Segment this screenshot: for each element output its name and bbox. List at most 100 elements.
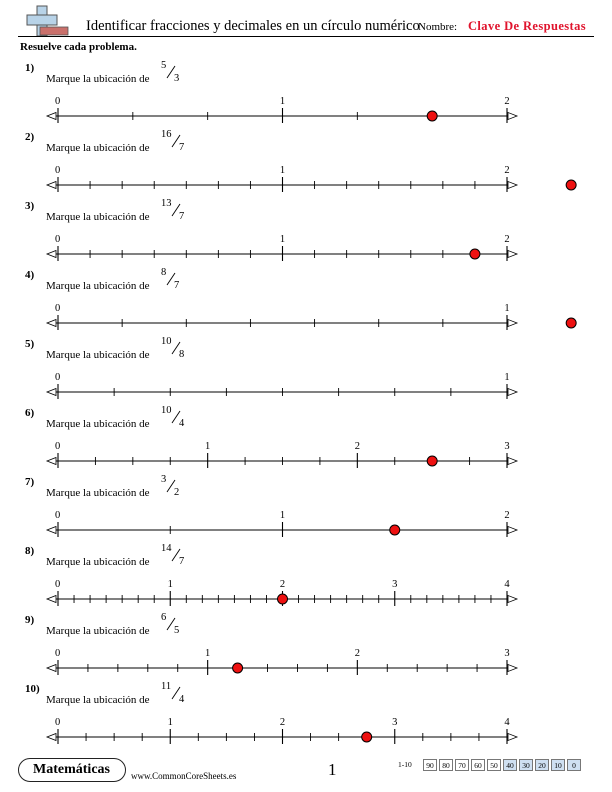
- number-line: 0 1 2 3 4: [45, 717, 519, 744]
- left-arrow-icon: [45, 318, 57, 328]
- subject-label: Matemáticas: [33, 762, 110, 777]
- tick-label: 2: [504, 165, 509, 176]
- right-arrow-icon: [507, 111, 519, 121]
- plus-logo-icon: [26, 5, 69, 37]
- tick-label: 4: [504, 717, 510, 728]
- right-arrow-icon: [507, 456, 519, 466]
- tick-label: 0: [55, 717, 60, 728]
- answer-marker: [565, 317, 577, 329]
- tick-label: 0: [55, 234, 60, 245]
- page-number: 1: [328, 760, 337, 779]
- tick-label: 1: [504, 303, 509, 314]
- right-arrow-icon: [507, 732, 519, 742]
- score-range-label: 1-10: [398, 760, 412, 769]
- tick-label: 0: [55, 372, 60, 383]
- fraction-numerator: 5: [161, 60, 167, 71]
- tick-label: 4: [504, 579, 510, 590]
- problem-number: 9): [25, 614, 35, 626]
- tick-label: 2: [504, 96, 509, 107]
- fraction-slash: [166, 617, 176, 631]
- fraction-denominator: 7: [179, 211, 185, 222]
- problem-prompt: Marque la ubicación de: [46, 142, 150, 154]
- left-arrow-icon: [45, 663, 57, 673]
- problem-6: 6) Marque la ubicación de 10 4 0 1 2 3: [0, 405, 612, 476]
- tick-label: 1: [205, 648, 210, 659]
- tick-label: 1: [280, 96, 285, 107]
- right-arrow-icon: [507, 525, 519, 535]
- fraction-denominator: 7: [179, 556, 185, 567]
- number-line: 0 1 2: [45, 234, 519, 261]
- fraction-slash: [166, 272, 176, 286]
- problem-prompt: Marque la ubicación de: [46, 556, 150, 568]
- tick-label: 3: [504, 441, 509, 452]
- right-arrow-icon: [507, 180, 519, 190]
- fraction-numerator: 6: [161, 612, 167, 623]
- tick-label: 1: [205, 441, 210, 452]
- problem-8: 8) Marque la ubicación de 14 7 0 1 2 3 4: [0, 543, 612, 614]
- problem-prompt: Marque la ubicación de: [46, 487, 150, 499]
- problem-5: 5) Marque la ubicación de 10 8 0 1: [0, 336, 612, 407]
- fraction-numerator: 3: [161, 474, 167, 485]
- fraction-denominator: 7: [179, 142, 185, 153]
- left-arrow-icon: [45, 111, 57, 121]
- answer-marker: [426, 455, 438, 467]
- tick-label: 0: [55, 441, 60, 452]
- left-arrow-icon: [45, 525, 57, 535]
- header-divider: [18, 36, 594, 37]
- tick-label: 3: [504, 648, 509, 659]
- problem-prompt: Marque la ubicación de: [46, 280, 150, 292]
- tick-label: 2: [280, 579, 285, 590]
- fraction-slash: [166, 479, 176, 493]
- fraction-denominator: 4: [179, 694, 185, 705]
- answer-marker: [361, 731, 373, 743]
- fraction-numerator: 13: [161, 198, 172, 209]
- tick-label: 0: [55, 96, 60, 107]
- fraction: 10 4: [161, 405, 201, 431]
- fraction-numerator: 11: [161, 681, 172, 692]
- problem-10: 10) Marque la ubicación de 11 4 0 1 2 3 4: [0, 681, 612, 752]
- fraction-slash: [171, 134, 181, 148]
- fraction-denominator: 5: [174, 625, 180, 636]
- fraction: 13 7: [161, 198, 201, 224]
- site-url[interactable]: www.CommonCoreSheets.es: [131, 771, 237, 781]
- fraction-slash: [171, 203, 181, 217]
- problem-number: 7): [25, 476, 35, 488]
- right-arrow-icon: [507, 249, 519, 259]
- tick-label: 2: [280, 717, 285, 728]
- tick-label: 1: [168, 717, 173, 728]
- fraction-numerator: 8: [161, 267, 167, 278]
- number-line: 0 1 2 3: [45, 441, 519, 468]
- instructions: Resuelve cada problema.: [20, 41, 137, 53]
- left-arrow-icon: [45, 456, 57, 466]
- worksheet-title: Identificar fracciones y decimales en un…: [86, 18, 420, 34]
- score-cell: 70: [455, 759, 469, 771]
- score-cell: 40: [503, 759, 517, 771]
- score-cell: 0: [567, 759, 581, 771]
- answer-marker: [389, 524, 401, 536]
- fraction: 10 8: [161, 336, 201, 362]
- tick-label: 1: [168, 579, 173, 590]
- problem-number: 10): [25, 683, 40, 695]
- score-cell: 20: [535, 759, 549, 771]
- answer-marker: [426, 110, 438, 122]
- tick-label: 0: [55, 579, 60, 590]
- problem-number: 8): [25, 545, 35, 557]
- name-label: Nombre:: [418, 21, 458, 33]
- tick-label: 0: [55, 165, 60, 176]
- fraction-denominator: 2: [174, 487, 180, 498]
- problem-prompt: Marque la ubicación de: [46, 73, 150, 85]
- answer-marker: [565, 179, 577, 191]
- tick-label: 0: [55, 510, 60, 521]
- right-arrow-icon: [507, 594, 519, 604]
- number-line: 0 1 2: [45, 165, 577, 192]
- problem-number: 5): [25, 338, 35, 350]
- tick-label: 1: [280, 165, 285, 176]
- problem-prompt: Marque la ubicación de: [46, 625, 150, 637]
- tick-label: 1: [504, 372, 509, 383]
- score-cell: 80: [439, 759, 453, 771]
